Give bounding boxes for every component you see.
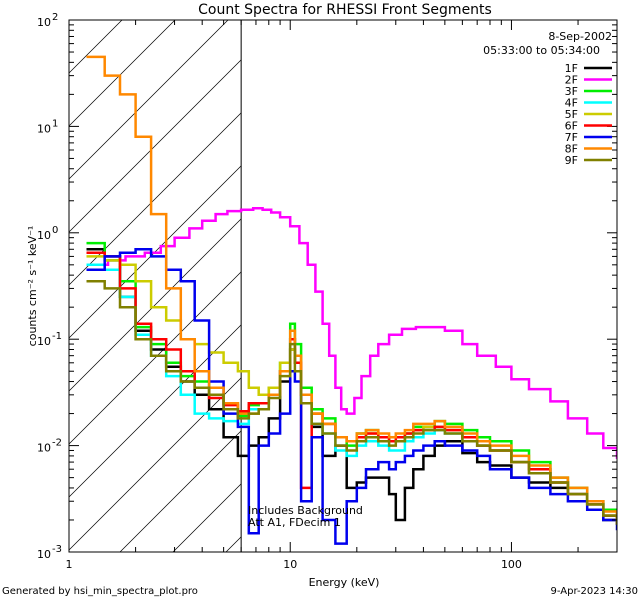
time-range-label: 05:33:00 to 05:34:00: [483, 44, 600, 57]
legend-label: 3F: [565, 85, 578, 98]
series-line-7F: [86, 248, 617, 545]
y-tick-base: 10: [37, 16, 51, 29]
y-tick-exponent: -2: [52, 438, 62, 449]
hatch-line: [69, 324, 242, 498]
y-tick-label: 10 -1: [37, 331, 62, 348]
hatch-line: [69, 271, 242, 445]
series-layer: [86, 55, 617, 545]
y-tick-label: 10 -2: [37, 438, 62, 455]
y-tick-base: 10: [37, 229, 51, 242]
y-tick-base: 10: [37, 442, 51, 455]
y-axis-label: counts cm⁻² s⁻¹ keV⁻¹: [26, 226, 39, 347]
hatch-line: [69, 377, 242, 551]
legend-label: 7F: [565, 131, 578, 144]
x-tick-label: 1: [66, 558, 73, 571]
hatch-line: [69, 20, 229, 180]
y-tick-base: 10: [37, 548, 51, 561]
x-axis: 1 10 100: [66, 20, 618, 571]
hatch-line: [69, 59, 242, 233]
legend-label: 5F: [565, 108, 578, 121]
y-tick-exponent: -1: [52, 331, 62, 342]
footer-generated-date: 9-Apr-2023 14:30: [551, 586, 638, 597]
hatch-line: [119, 430, 242, 552]
hatch-line: [69, 218, 242, 392]
series-line-1F: [86, 248, 617, 525]
annotation-background: Includes Background: [248, 504, 363, 517]
series-line-5F: [86, 255, 617, 525]
y-tick-base: 10: [37, 122, 51, 135]
y-tick-exponent: 0: [52, 225, 58, 236]
series-line-8F: [86, 55, 617, 520]
y-tick-exponent: 2: [52, 12, 58, 23]
y-tick-base: 10: [37, 335, 51, 348]
y-tick-label: 10 -3: [37, 544, 62, 561]
legend-label: 9F: [565, 154, 578, 167]
legend-label: 6F: [565, 120, 578, 133]
legend-label: 4F: [565, 97, 578, 110]
date-label: 8-Sep-2002: [548, 30, 612, 43]
y-tick-exponent: -3: [52, 544, 62, 555]
y-tick-exponent: 1: [52, 118, 58, 129]
legend-label: 8F: [565, 143, 578, 156]
plot-frame: [68, 19, 618, 553]
x-axis-label: Energy (keV): [309, 576, 380, 589]
legend-label: 1F: [565, 62, 578, 75]
legend-label: 2F: [565, 74, 578, 87]
y-tick-label: 10 1: [37, 118, 58, 135]
series-line-4F: [86, 263, 617, 525]
footer-generated-by: Generated by hsi_min_spectra_plot.pro: [2, 586, 198, 597]
series-line-2F: [94, 207, 617, 459]
series-line-9F: [86, 280, 617, 525]
x-tick-label: 10: [283, 558, 297, 571]
hatch-line: [69, 20, 176, 127]
annotation-attenuator: Att A1, FDecim 1: [248, 516, 341, 529]
chart-title: Count Spectra for RHESSI Front Segments: [198, 2, 492, 18]
x-tick-label: 100: [501, 558, 522, 571]
y-tick-label: 10 2: [37, 12, 58, 29]
y-tick-label: 10 0: [37, 225, 58, 242]
